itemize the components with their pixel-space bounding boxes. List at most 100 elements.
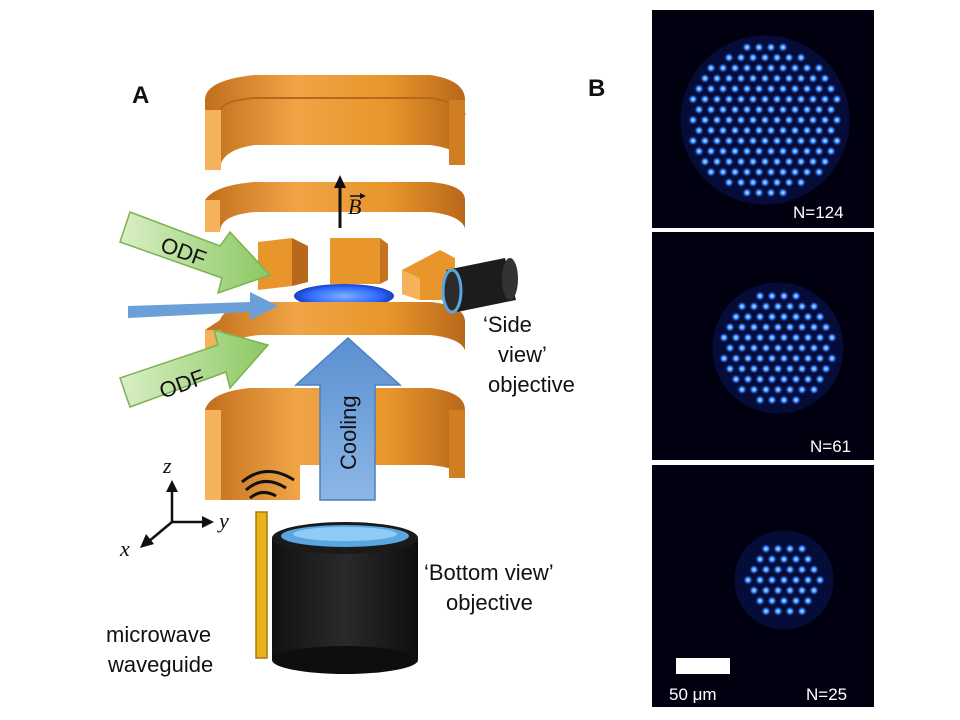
ion: [796, 94, 806, 105]
ion: [724, 52, 734, 63]
ion: [767, 575, 777, 585]
coordinate-axes: [140, 480, 214, 548]
ion: [826, 104, 836, 115]
ion: [809, 585, 819, 596]
ion: [766, 125, 776, 136]
ion: [826, 83, 836, 94]
ion: [700, 135, 710, 146]
bottom-view-label-line1: ‘Bottom view’: [424, 560, 554, 585]
ion: [790, 63, 800, 73]
ion: [790, 104, 800, 115]
ion: [773, 363, 783, 374]
ion: [742, 187, 752, 198]
ion: [767, 311, 777, 322]
ion: [779, 395, 789, 405]
ion: [700, 73, 710, 84]
ion: [724, 156, 734, 167]
ion: [808, 73, 818, 84]
ion: [736, 73, 746, 84]
ion: [796, 135, 806, 146]
ion: [755, 575, 765, 585]
ion: [785, 564, 795, 575]
ion: [754, 187, 764, 198]
ion: [832, 135, 842, 146]
ion: [754, 83, 764, 94]
ion: [754, 104, 764, 115]
ion: [742, 63, 752, 73]
ion-lattice-124: [680, 35, 850, 205]
ion: [779, 291, 789, 301]
ion: [820, 94, 830, 105]
ion: [785, 543, 795, 554]
ion: [724, 177, 734, 188]
ion: [785, 301, 795, 312]
scale-bar-label: 50 μm: [669, 685, 717, 704]
ion: [737, 343, 747, 353]
ion: [767, 554, 777, 565]
ion: [827, 332, 837, 343]
ion: [832, 115, 842, 125]
ion: [730, 146, 740, 157]
ion: [766, 42, 776, 53]
ion: [719, 353, 729, 364]
ion: [802, 125, 812, 136]
ion: [797, 606, 807, 617]
ion: [700, 156, 710, 167]
ion: [743, 374, 753, 385]
ion: [802, 63, 812, 73]
ion: [767, 395, 777, 405]
ion: [712, 73, 722, 84]
ion: [785, 606, 795, 617]
ion: [784, 52, 794, 63]
panel-a-letter: A: [132, 82, 149, 109]
ion: [796, 177, 806, 188]
ion: [706, 167, 716, 177]
ion: [736, 135, 746, 146]
ion: [772, 52, 782, 63]
crystal-image-3: 50 μm N=25: [652, 465, 874, 707]
ion: [748, 156, 758, 167]
ion: [706, 146, 716, 157]
ion: [797, 384, 807, 395]
ion: [779, 575, 789, 585]
ion: [773, 301, 783, 312]
ion: [688, 115, 698, 125]
ion: [809, 301, 819, 312]
axis-y-label: y: [217, 508, 229, 533]
ion: [809, 343, 819, 353]
ion: [761, 301, 771, 312]
ion: [778, 104, 788, 115]
ion: [784, 177, 794, 188]
ion: [766, 104, 776, 115]
ion: [760, 94, 770, 105]
ion: [784, 94, 794, 105]
ion: [725, 363, 735, 374]
ion: [748, 177, 758, 188]
ion: [797, 585, 807, 596]
ion: [742, 83, 752, 94]
ion: [797, 301, 807, 312]
scale-bar: [676, 658, 730, 674]
ion: [761, 543, 771, 554]
ion: [694, 104, 704, 115]
ion: [766, 63, 776, 73]
ion: [760, 115, 770, 125]
upper-middle-ring-electrode: [205, 182, 465, 232]
ion-lattice-25: [734, 530, 834, 630]
ion: [730, 167, 740, 177]
ion: [791, 291, 801, 301]
ion: [766, 187, 776, 198]
ion: [773, 543, 783, 554]
ion: [731, 332, 741, 343]
ion: [736, 94, 746, 105]
crystal-count-1: N=124: [793, 203, 844, 222]
ion: [742, 146, 752, 157]
ion: [731, 311, 741, 322]
ion: [766, 146, 776, 157]
ion: [790, 146, 800, 157]
ion: [754, 63, 764, 73]
ion: [785, 343, 795, 353]
ion: [791, 332, 801, 343]
ion: [814, 63, 824, 73]
